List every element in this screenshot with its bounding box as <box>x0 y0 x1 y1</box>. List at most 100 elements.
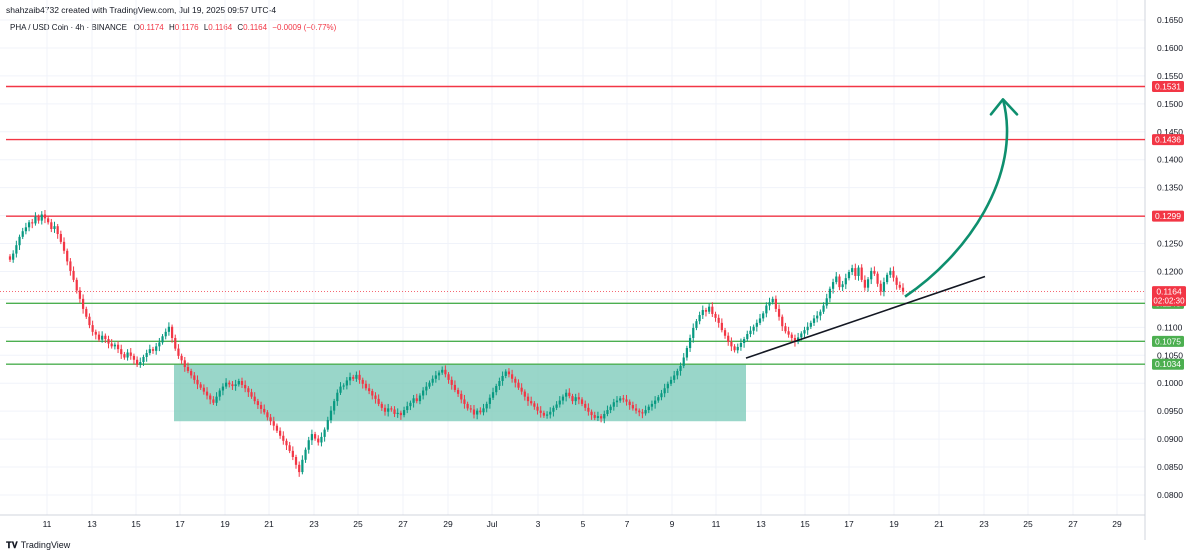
candle-body <box>758 318 762 323</box>
candle <box>180 353 183 365</box>
last-price-tag-bg <box>1152 286 1186 307</box>
candle <box>580 397 584 407</box>
candle-body <box>711 306 714 314</box>
candle <box>345 377 348 390</box>
candle-body <box>574 397 577 402</box>
candle-body <box>196 379 199 385</box>
candle-body <box>549 411 552 415</box>
candle <box>139 357 142 368</box>
candle-body <box>755 322 758 327</box>
candle <box>453 380 457 393</box>
candle <box>364 380 368 391</box>
candle-body <box>565 392 568 397</box>
candle-body <box>91 325 94 332</box>
candle-body <box>584 403 587 408</box>
candle-body <box>676 370 679 376</box>
candle-body <box>104 335 107 340</box>
candle-body <box>507 371 511 375</box>
candle <box>536 403 539 415</box>
time-axis[interactable]: 11 13 15 17 19 21 23 25 27 29 Jul 3 5 7 9 11 13 15 17 19 21 2… <box>43 519 1122 529</box>
candle-body <box>466 403 469 409</box>
candle <box>320 432 323 447</box>
candle-body <box>825 298 828 306</box>
candle-body <box>358 374 361 380</box>
x-tick-label: 13 <box>756 519 766 529</box>
candle <box>269 413 272 426</box>
candle-body <box>180 355 183 361</box>
candle-body <box>688 337 692 349</box>
candle-body <box>313 434 317 439</box>
candle-body <box>456 389 460 394</box>
candle-body <box>479 410 482 413</box>
price-chart[interactable]: 0.0800 0.0850 0.0900 0.0950 0.1000 0.1050 0.11… <box>0 0 1200 540</box>
candle <box>755 319 758 332</box>
candle-body <box>412 398 415 403</box>
candle-body <box>831 282 835 289</box>
candle-body <box>361 379 364 384</box>
x-tick-label: 21 <box>934 519 944 529</box>
candle-body <box>533 403 536 407</box>
candle <box>412 394 415 408</box>
candle <box>110 339 113 349</box>
candle-body <box>78 290 82 299</box>
candle-body <box>18 236 21 246</box>
candle-body <box>568 392 571 397</box>
candle <box>104 333 107 343</box>
candle <box>479 407 482 415</box>
candle <box>577 392 580 405</box>
candle <box>590 409 593 420</box>
candle-body <box>552 407 555 412</box>
candle <box>387 403 390 417</box>
candle <box>622 394 625 403</box>
candle <box>304 447 307 463</box>
candle-body <box>650 403 654 407</box>
x-tick-label: 23 <box>309 519 319 529</box>
candle-body <box>142 356 145 362</box>
candle-body <box>209 395 212 400</box>
candle-body <box>857 267 860 276</box>
candle <box>250 388 253 399</box>
candle <box>205 387 209 400</box>
candle-body <box>320 436 323 443</box>
x-tick-label: 23 <box>979 519 989 529</box>
candle-body <box>571 396 574 402</box>
candle <box>895 275 898 290</box>
projection-arrow-layer[interactable] <box>904 98 1019 298</box>
candle <box>488 394 491 409</box>
high-value: 0.1176 <box>174 23 199 32</box>
tradingview-logo[interactable]: 𝐓𝐕 TradingView <box>6 540 70 551</box>
y-tick-label: 0.1350 <box>1157 183 1183 193</box>
candle <box>326 416 329 432</box>
candle <box>53 221 56 233</box>
candle <box>47 216 50 225</box>
candle-body <box>482 408 485 413</box>
candle-body <box>603 413 606 419</box>
candle <box>409 400 412 411</box>
candle-body <box>749 330 752 335</box>
candle-body <box>812 318 816 323</box>
candle <box>730 337 733 352</box>
trendline[interactable] <box>745 275 986 359</box>
candle <box>657 394 660 403</box>
trendline-layer[interactable] <box>745 275 986 359</box>
candle-body <box>898 284 901 288</box>
projection-arrowhead[interactable] <box>989 98 1019 116</box>
symbol-title[interactable]: PHA / USD Coin · 4h · BINANCE <box>10 23 127 32</box>
candle-body <box>901 287 905 292</box>
candle <box>482 403 485 416</box>
candle-body <box>237 381 240 385</box>
candle-body <box>593 415 596 418</box>
candle <box>660 389 663 401</box>
candle <box>94 329 97 340</box>
low-value: 0.1164 <box>208 23 233 32</box>
candle <box>704 307 708 317</box>
candle <box>199 382 202 390</box>
candle <box>650 400 654 411</box>
candle-body <box>545 414 549 416</box>
projection-arrow-path[interactable] <box>904 99 1009 298</box>
candle <box>256 398 259 409</box>
candle-body <box>495 386 498 393</box>
candle <box>88 313 91 329</box>
candle-body <box>526 396 530 402</box>
candle <box>336 389 339 406</box>
